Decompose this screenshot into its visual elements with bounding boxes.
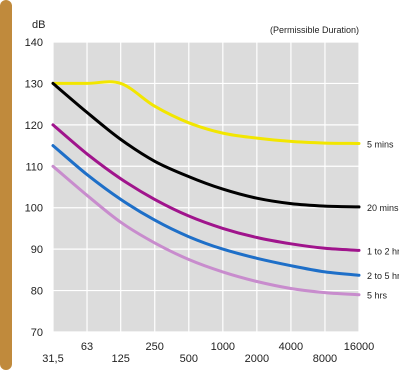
x-tick-label: 500 [180,353,198,365]
series-label-3: 2 to 5 hrs [367,271,399,281]
x-tick-label: 16000 [344,341,375,353]
plot-area [53,42,359,332]
x-tick-label: 31,5 [42,353,63,365]
y-tick-label: 120 [25,120,43,132]
series-label-1: 20 mins [367,203,399,213]
left-decorative-band [0,0,12,370]
series-label-2: 1 to 2 hrs [367,246,399,256]
gridlines [52,41,360,333]
y-axis-label: dB [32,19,45,31]
x-tick-label: 4000 [279,341,303,353]
chart-annotation: (Permissible Duration) [270,25,359,35]
series-line-4 [51,164,361,297]
x-tick-label: 63 [81,341,93,353]
series-line-0 [51,80,361,145]
series-labels: 5 mins 20 mins 1 to 2 hrs 2 to 5 hrs 5 hrs [367,140,399,301]
y-tick-label: 70 [31,327,43,339]
series-label-4: 5 hrs [367,291,388,301]
series-lines [51,80,361,297]
x-tick-labels: 31,5 63 125 250 500 1000 2000 4000 8000 16000 [42,341,374,365]
series-line-3 [51,144,361,277]
x-tick-label: 250 [146,341,164,353]
series-label-0: 5 mins [367,140,394,150]
x-tick-label: 2000 [245,353,269,365]
y-tick-label: 130 [25,78,43,90]
y-tick-label: 110 [25,161,43,173]
series-line-1 [51,81,361,209]
y-tick-label: 140 [25,37,43,49]
x-tick-label: 125 [112,353,130,365]
y-tick-label: 100 [25,203,43,215]
x-tick-label: 1000 [211,341,235,353]
y-tick-labels: 70 80 90 100 110 120 130 140 [25,37,43,339]
series-line-2 [51,123,361,252]
y-tick-label: 90 [31,244,43,256]
x-tick-label: 8000 [313,353,337,365]
y-tick-label: 80 [31,286,43,298]
